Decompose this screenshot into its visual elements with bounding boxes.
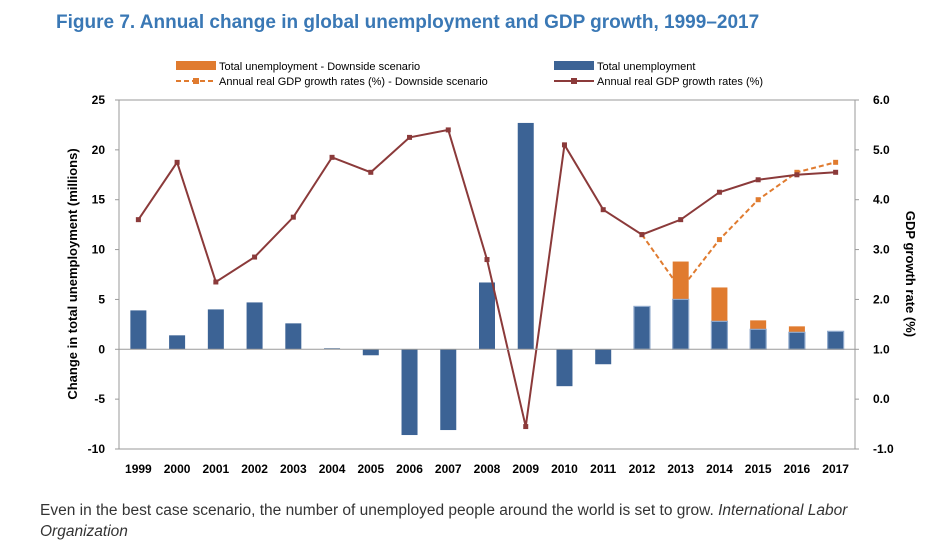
gdp-marker <box>174 159 180 165</box>
gdp-marker <box>213 279 219 285</box>
gdp-downside-line <box>641 161 836 292</box>
x-tick-label: 2004 <box>319 462 346 476</box>
bar-unemployment <box>285 323 302 350</box>
bar-unemployment <box>440 349 457 431</box>
bar-unemployment <box>788 331 806 350</box>
y-tick-label: -10 <box>88 442 106 456</box>
x-tick-label: 2003 <box>280 462 307 476</box>
x-tick-label: 2009 <box>512 462 539 476</box>
caption-source: International Labor Organization <box>40 502 848 540</box>
gdp-marker <box>678 217 684 223</box>
y-tick-label: 10 <box>92 243 106 257</box>
y-tick-label: 15 <box>92 193 106 207</box>
x-tick-label: 2012 <box>629 462 656 476</box>
legend-label-line: Annual real GDP growth rates (%) <box>597 76 763 88</box>
bar-unemployment <box>130 310 147 350</box>
gdp-marker <box>290 214 296 220</box>
gdp-marker <box>794 172 800 178</box>
gdp-marker <box>252 254 258 260</box>
chart-title: Figure 7. Annual change in global unempl… <box>56 12 760 33</box>
gdp-marker <box>561 142 567 148</box>
x-tick-label: 2010 <box>551 462 578 476</box>
gdp-marker <box>484 257 490 263</box>
gdp-marker <box>639 232 645 238</box>
y2-tick-label: 6.0 <box>873 93 890 107</box>
y-tick-label: 5 <box>98 292 105 306</box>
legend-swatch-bar <box>554 61 594 70</box>
gdp-downside-marker <box>678 286 684 292</box>
x-tick-label: 2011 <box>590 462 616 476</box>
x-tick-label: 2017 <box>822 462 849 476</box>
bar-unemployment <box>633 305 651 350</box>
x-tick-label: 2016 <box>784 462 811 476</box>
y2-tick-label: 3.0 <box>873 243 890 257</box>
gdp-marker <box>135 217 141 223</box>
bar-unemployment <box>246 302 263 350</box>
bar-unemployment <box>827 330 845 350</box>
axes: 2520151050-5-106.05.04.03.02.01.00.0-1.0… <box>88 93 894 476</box>
y-tick-label: 0 <box>98 342 105 356</box>
x-tick-label: 2006 <box>396 462 423 476</box>
gdp-line <box>137 128 836 427</box>
x-tick-label: 2015 <box>745 462 772 476</box>
x-tick-label: 2005 <box>357 462 384 476</box>
gdp-marker <box>833 169 839 175</box>
x-tick-label: 2014 <box>706 462 733 476</box>
legend: Total unemployment - Downside scenario A… <box>176 61 763 88</box>
y2-tick-label: 1.0 <box>873 342 890 356</box>
y2-tick-label: 0.0 <box>873 392 890 406</box>
legend-marker-downside-line <box>193 78 199 84</box>
y2-tick-label: 4.0 <box>873 193 890 207</box>
gdp-downside-marker <box>833 159 839 165</box>
gdp-marker <box>368 169 374 175</box>
legend-swatch-downside-bar <box>176 61 216 70</box>
legend-label-downside-bar: Total unemployment - Downside scenario <box>219 61 420 73</box>
y2-tick-label: -1.0 <box>873 442 894 456</box>
bar-unemployment <box>595 349 612 365</box>
gdp-downside-marker <box>716 237 722 243</box>
x-tick-label: 2001 <box>202 462 229 476</box>
gdp-marker <box>329 154 335 160</box>
legend-label-downside-line: Annual real GDP growth rates (%) - Downs… <box>219 76 488 88</box>
x-tick-label: 2007 <box>435 462 462 476</box>
combo-chart: Total unemployment - Downside scenario A… <box>65 61 918 476</box>
bar-unemployment <box>479 282 495 350</box>
gdp-downside-marker <box>755 197 761 203</box>
gdp-marker <box>755 177 761 183</box>
gdp-marker <box>445 127 451 133</box>
bar-unemployment <box>517 122 534 350</box>
y-axis-title: Change in total unemployment (millions) <box>65 148 80 399</box>
bar-unemployment <box>710 320 729 350</box>
gdp-marker <box>716 189 722 195</box>
x-tick-label: 2013 <box>667 462 694 476</box>
bar-unemployment <box>672 298 690 350</box>
x-tick-label: 2008 <box>474 462 501 476</box>
gdp-marker <box>523 424 529 430</box>
x-tick-label: 1999 <box>125 462 152 476</box>
bar-unemployment <box>169 335 186 350</box>
legend-label-bar: Total unemployment <box>597 61 695 73</box>
y-tick-label: 25 <box>92 93 106 107</box>
bar-unemployment <box>401 349 418 436</box>
y2-axis-title: GDP growth rate (%) <box>903 211 918 337</box>
y2-tick-label: 2.0 <box>873 292 890 306</box>
bar-unemployment <box>362 349 379 356</box>
x-tick-label: 2000 <box>164 462 191 476</box>
bar-unemployment <box>749 328 767 350</box>
y-tick-label: 20 <box>92 143 106 157</box>
gdp-marker <box>407 134 413 140</box>
caption-text: Even in the best case scenario, the numb… <box>40 502 714 519</box>
legend-marker-line <box>571 78 577 84</box>
bar-unemployment <box>207 309 224 350</box>
plot-frame <box>118 99 856 450</box>
plot-area <box>130 122 845 436</box>
gdp-marker <box>600 207 606 213</box>
caption: Even in the best case scenario, the numb… <box>40 500 935 542</box>
y-tick-label: -5 <box>94 392 105 406</box>
x-tick-label: 2002 <box>241 462 268 476</box>
bar-unemployment <box>556 349 573 387</box>
y2-tick-label: 5.0 <box>873 143 890 157</box>
